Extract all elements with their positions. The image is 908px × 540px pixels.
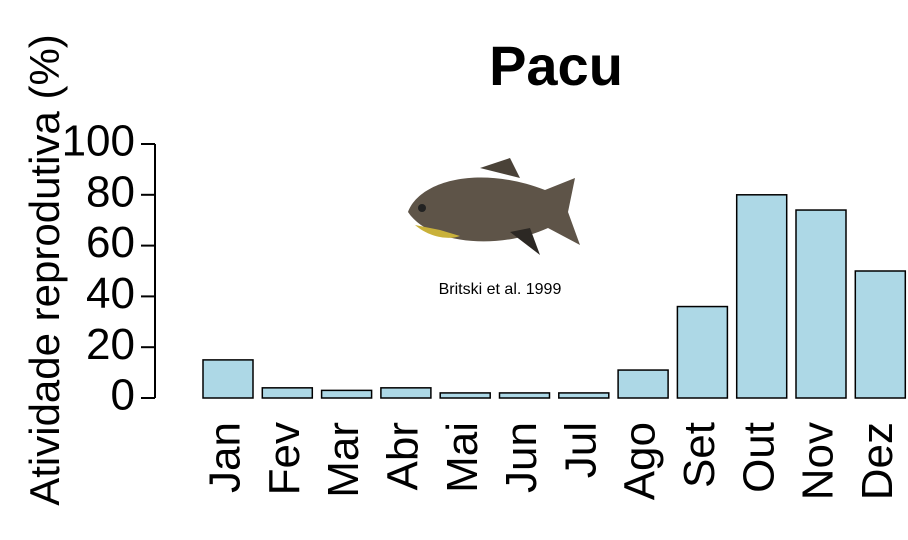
bar	[498, 392, 551, 399]
bar	[320, 389, 373, 399]
x-tick-label: Abr	[379, 422, 428, 490]
y-tick-label: 20	[86, 320, 135, 369]
y-tick-label: 0	[111, 371, 135, 420]
y-tick-label: 40	[86, 269, 135, 318]
x-tick-label: Jun	[497, 422, 546, 493]
fish-illustration	[408, 158, 580, 255]
x-tick-label: Set	[675, 422, 724, 488]
x-tick-label: Mar	[319, 422, 368, 498]
x-tick-label: Ago	[616, 422, 665, 500]
x-tick-label: Nov	[794, 422, 843, 500]
chart-title: Pacu	[489, 34, 623, 97]
x-tick-label: Mai	[438, 422, 487, 493]
x-tick-label: Fev	[260, 422, 309, 495]
bar	[439, 392, 491, 399]
x-tick-label: Jan	[201, 422, 250, 493]
bar	[676, 305, 729, 399]
bar	[261, 387, 314, 399]
bar	[795, 209, 847, 399]
annotation: Britski et al. 1999	[439, 281, 562, 298]
x-tick-label: Dez	[853, 422, 902, 500]
bar	[380, 387, 432, 399]
bar	[558, 392, 610, 399]
x-tick-label: Out	[734, 422, 783, 493]
x-tick-label: Jul	[556, 422, 605, 478]
bar	[854, 270, 907, 399]
y-tick-label: 60	[86, 218, 135, 267]
bar	[202, 359, 254, 399]
y-axis-label: Atividade reprodutiva (%)	[21, 34, 68, 506]
bar	[735, 194, 788, 399]
y-tick-label: 80	[86, 167, 135, 216]
y-tick-label: 100	[62, 117, 135, 166]
bar	[617, 369, 669, 399]
